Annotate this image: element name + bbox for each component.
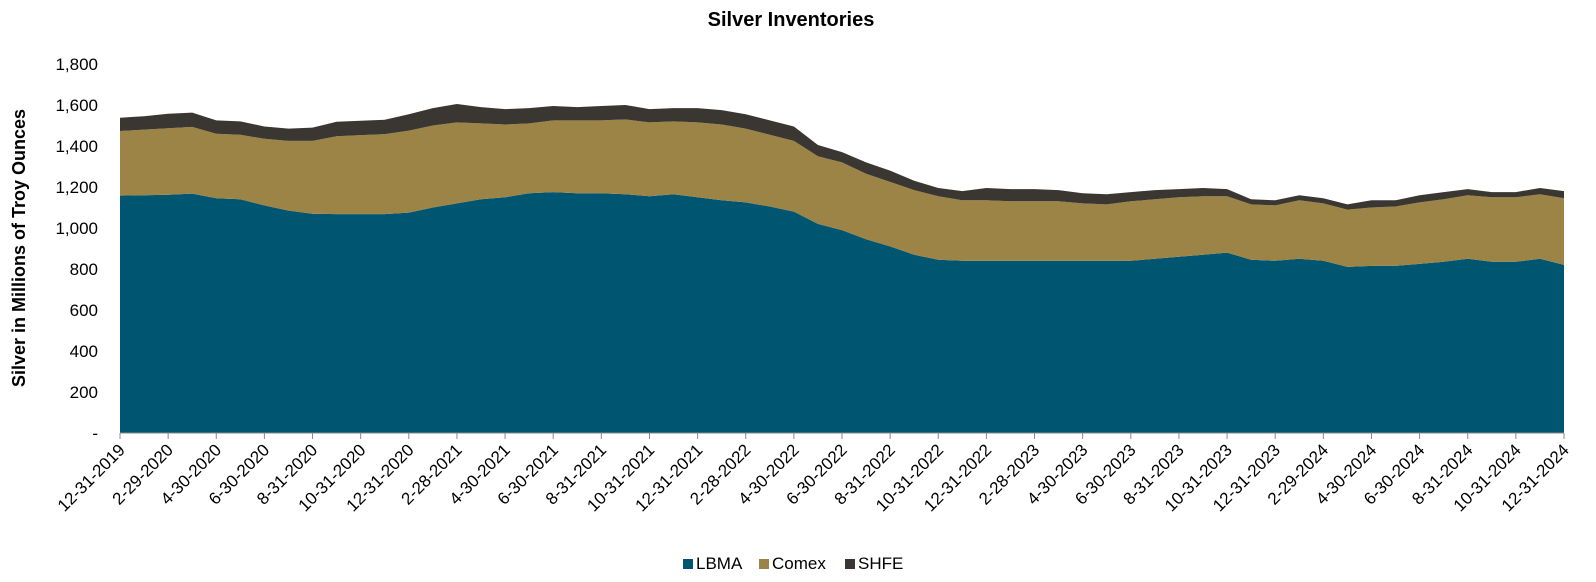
x-tick-labels: 12-31-20192-29-20204-30-20206-30-20208-3…	[54, 433, 1573, 515]
y-tick-label: 1,200	[55, 178, 98, 197]
y-tick-label: 1,800	[55, 55, 98, 74]
y-tick-label: 1,000	[55, 219, 98, 238]
y-tick-label: 1,400	[55, 137, 98, 156]
legend-swatch-shfe	[845, 559, 855, 569]
y-tick-label: 1,600	[55, 96, 98, 115]
area-series-comex	[120, 119, 1564, 267]
y-tick-labels: - 200 400 600 800 1,000 1,200 1,400 1,600 1,800	[55, 55, 98, 443]
y-axis-label: Silver in Millions of Troy Ounces	[9, 109, 29, 387]
y-tick-label: -	[92, 424, 98, 443]
y-tick-label: 200	[70, 383, 98, 402]
chart-title: Silver Inventories	[708, 9, 875, 31]
area-series-shfe	[120, 104, 1564, 210]
legend-label-comex: Comex	[772, 554, 826, 573]
legend-label-lbma: LBMA	[696, 554, 743, 573]
y-tick-label: 600	[70, 301, 98, 320]
legend-swatch-lbma	[683, 559, 693, 569]
legend-swatch-comex	[759, 559, 769, 569]
legend-label-shfe: SHFE	[858, 554, 903, 573]
y-tick-label: 400	[70, 342, 98, 361]
series-areas	[120, 104, 1564, 433]
area-series-lbma	[120, 192, 1564, 433]
legend: LBMA Comex SHFE	[683, 554, 903, 573]
y-tick-label: 800	[70, 260, 98, 279]
